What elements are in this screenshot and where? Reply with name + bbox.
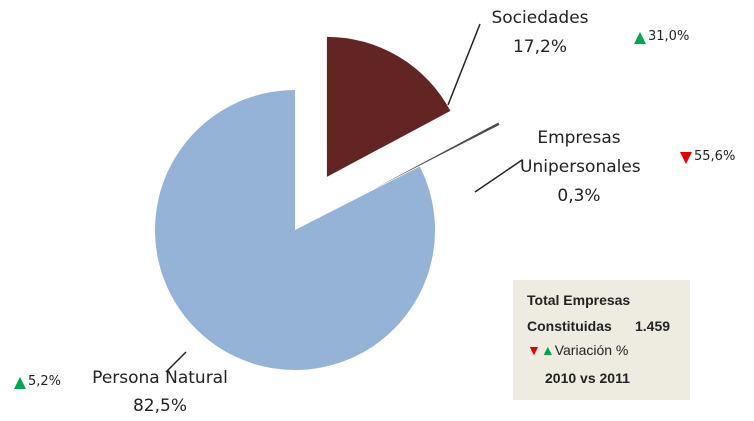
box-legend: Variación % xyxy=(554,342,629,358)
slice-value: 0,3% xyxy=(557,186,601,206)
summary-box: Total Empresas Constituidas 1.459 ▼▲Vari… xyxy=(513,280,690,400)
variation-label: 31,0% xyxy=(648,29,690,44)
variation-label: 55,6% xyxy=(694,149,736,164)
leader-line xyxy=(447,23,481,106)
slice-label: Persona Natural xyxy=(92,368,228,388)
slice-label: Empresas Unipersonales xyxy=(520,128,641,177)
pie-slice xyxy=(155,90,435,370)
pie-slice xyxy=(374,122,500,189)
up-triangle xyxy=(634,32,646,44)
leader-line xyxy=(165,351,187,373)
box-total: 1.459 xyxy=(635,318,671,334)
down-icon: ▼ xyxy=(527,342,541,358)
slice-value: 82,5% xyxy=(132,396,187,416)
box-period: 2010 vs 2011 xyxy=(545,370,630,386)
up-icon: ▲ xyxy=(540,342,555,358)
box-total-text: Constituidas xyxy=(527,318,612,334)
variation-label: 5,2% xyxy=(28,374,62,389)
down-triangle xyxy=(680,152,692,164)
up-triangle xyxy=(14,377,26,389)
box-legend-row: ▼▲Variación % xyxy=(527,342,628,358)
pie-slice xyxy=(326,36,451,177)
slice-value: 17,2% xyxy=(512,37,567,57)
box-title: Total Empresas xyxy=(527,292,631,308)
slice-label: Sociedades xyxy=(491,8,589,28)
leader-line xyxy=(474,159,523,193)
